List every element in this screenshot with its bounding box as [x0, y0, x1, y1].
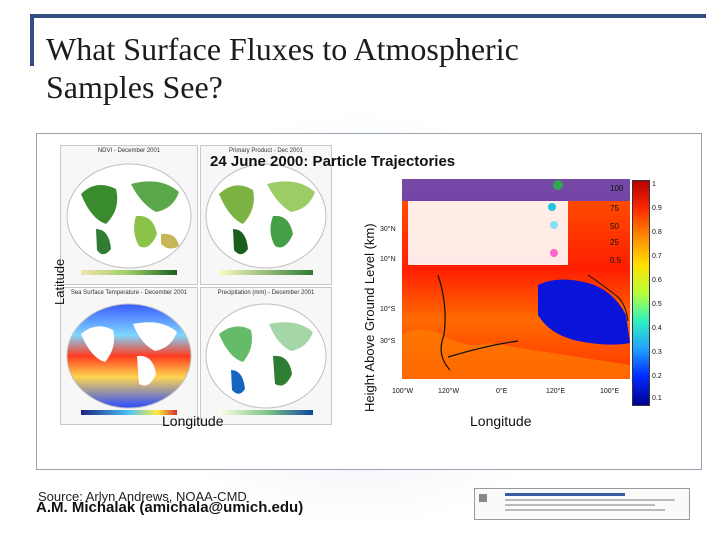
- precip-globe-svg: [205, 303, 327, 415]
- slide-frame-top: [34, 14, 706, 18]
- trajectory-line-2: [447, 340, 519, 358]
- lon-tick: 100°W: [392, 387, 413, 395]
- height-axis-label: Height Above Ground Level (km): [362, 223, 377, 412]
- sst-map: Sea Surface Temperature - December 2001: [60, 287, 198, 425]
- height-marker: [550, 221, 558, 229]
- cbar-tick: 0.5: [652, 301, 662, 308]
- lat-tick: 30°S: [380, 337, 396, 345]
- release-site-marker: [553, 180, 563, 190]
- footer-thumbnail: [474, 488, 690, 520]
- precipitation-map: Precipitation (mm) - December 2001: [200, 287, 332, 425]
- primary-map-title: Primary Product - Dec 2001: [228, 148, 304, 154]
- cbar-tick: 0.4: [652, 325, 662, 332]
- trajectory-line: [437, 274, 451, 371]
- sst-map-title: Sea Surface Temperature - December 2001: [70, 290, 188, 296]
- author-credit: A.M. Michalak (amichala@umich.edu): [36, 499, 304, 516]
- latitude-axis-label: Latitude: [52, 258, 67, 305]
- colorbar: [632, 180, 650, 406]
- lon-tick: 120°W: [438, 387, 459, 395]
- lon-tick: 120°E: [546, 387, 565, 395]
- trajectory-particle-cloud: [408, 201, 568, 265]
- sst-globe-svg: [66, 303, 192, 415]
- colorbar-ticks: 1 0.9 0.8 0.7 0.6 0.5 0.4 0.3 0.2 0.1: [652, 181, 662, 402]
- source-credit: Source: Arlyn Andrews, NOAA-CMD: [38, 489, 247, 504]
- height-mark: 50: [610, 222, 619, 231]
- ndvi-globe-svg: [66, 163, 192, 275]
- cbar-tick: 0.9: [652, 205, 662, 212]
- slide-title: What Surface Fluxes to Atmospheric Sampl…: [46, 30, 686, 106]
- cbar-tick: 0.8: [652, 229, 662, 236]
- longitude-axis-label-left: Longitude: [162, 413, 224, 429]
- height-marker: [550, 249, 558, 257]
- height-mark: 0.5: [610, 256, 622, 265]
- footer-thumbnail-svg: [479, 493, 675, 511]
- lon-tick: 0°E: [496, 387, 508, 395]
- cbar-tick: 1: [652, 181, 656, 188]
- cbar-tick: 0.6: [652, 277, 662, 284]
- ndvi-map: NDVI - December 2001: [60, 145, 198, 285]
- cbar-tick: 0.2: [652, 373, 662, 380]
- precip-map-title: Precipitation (mm) - December 2001: [217, 290, 315, 296]
- height-mark: 100: [610, 184, 624, 193]
- ndvi-map-title: NDVI - December 2001: [97, 148, 161, 154]
- cbar-tick: 0.1: [652, 395, 662, 402]
- primary-product-map: Primary Product - Dec 2001: [200, 145, 332, 285]
- lat-tick: 10°N: [380, 255, 396, 263]
- height-mark: 25: [610, 238, 619, 247]
- primary-globe-svg: [205, 163, 327, 275]
- lon-tick: 100°E: [600, 387, 619, 395]
- trajectory-plot: 30°N 10°N 10°S 30°S 100°W 120°W 0°E 120°…: [380, 179, 630, 395]
- overlay-title: 24 June 2000: Particle Trajectories: [210, 153, 456, 170]
- lat-tick: 30°N: [380, 225, 396, 233]
- lat-tick: 10°S: [380, 305, 396, 313]
- slide-frame-left: [30, 14, 34, 66]
- height-marker: [548, 203, 556, 211]
- cbar-tick: 0.3: [652, 349, 662, 356]
- slide-title-line2: Samples See?: [46, 69, 223, 105]
- longitude-axis-label-right: Longitude: [470, 413, 532, 429]
- slide-title-line1: What Surface Fluxes to Atmospheric: [46, 31, 519, 67]
- height-mark: 75: [610, 204, 619, 213]
- cbar-tick: 0.7: [652, 253, 662, 260]
- low-flux-region: [538, 279, 630, 345]
